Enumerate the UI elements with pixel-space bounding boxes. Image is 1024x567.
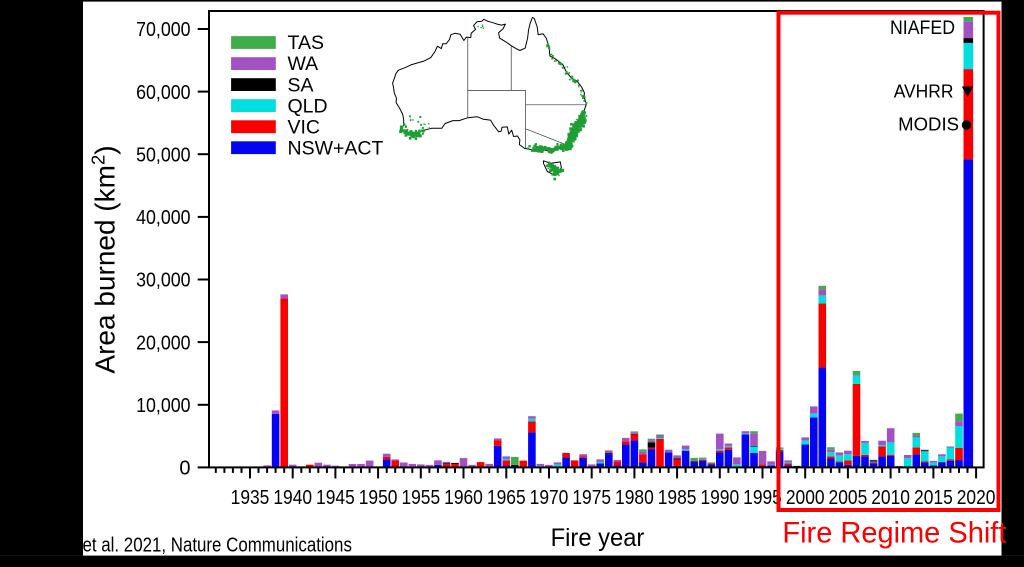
svg-text:1935: 1935: [231, 487, 270, 509]
svg-text:MODIS: MODIS: [898, 115, 959, 135]
svg-text:1940: 1940: [273, 487, 312, 509]
svg-text:70,000: 70,000: [136, 19, 190, 41]
svg-text:10,000: 10,000: [136, 395, 190, 417]
svg-text:VIC: VIC: [288, 116, 321, 138]
svg-text:1965: 1965: [487, 487, 526, 509]
svg-text:1990: 1990: [700, 487, 739, 509]
svg-text:Fire Regime Shift: Fire Regime Shift: [782, 517, 1006, 550]
svg-text:AVHRR: AVHRR: [894, 82, 954, 102]
svg-text:QLD: QLD: [288, 95, 328, 117]
svg-text:1955: 1955: [401, 487, 440, 509]
svg-text:1970: 1970: [530, 487, 569, 509]
svg-text:NIAFED: NIAFED: [890, 18, 955, 39]
svg-text:SA: SA: [288, 74, 314, 96]
svg-text:1995: 1995: [743, 487, 782, 509]
svg-text:1950: 1950: [359, 487, 398, 509]
svg-text:NSW+ACT: NSW+ACT: [288, 137, 384, 159]
svg-text:0: 0: [179, 458, 190, 480]
svg-text:40,000: 40,000: [136, 207, 190, 229]
svg-text:Area burned (km2): Area burned (km2): [88, 145, 121, 373]
svg-text:1985: 1985: [658, 487, 697, 509]
svg-text:20,000: 20,000: [136, 332, 190, 354]
svg-text:1945: 1945: [316, 487, 355, 509]
svg-text:2005: 2005: [829, 487, 868, 509]
svg-text:30,000: 30,000: [136, 270, 190, 292]
svg-text:1980: 1980: [615, 487, 654, 509]
svg-text:2015: 2015: [914, 487, 953, 509]
svg-text:WA: WA: [288, 53, 319, 75]
svg-text:Fire year: Fire year: [551, 524, 645, 552]
svg-text:2000: 2000: [786, 487, 825, 509]
svg-text:50,000: 50,000: [136, 144, 190, 166]
svg-text:60,000: 60,000: [136, 82, 190, 104]
svg-text:2010: 2010: [871, 487, 910, 509]
svg-text:TAS: TAS: [288, 32, 324, 54]
svg-text:1960: 1960: [444, 487, 483, 509]
svg-text:et al. 2021, Nature Communicat: et al. 2021, Nature Communications: [83, 535, 352, 557]
svg-text:2020: 2020: [957, 487, 996, 509]
svg-text:1975: 1975: [572, 487, 611, 509]
